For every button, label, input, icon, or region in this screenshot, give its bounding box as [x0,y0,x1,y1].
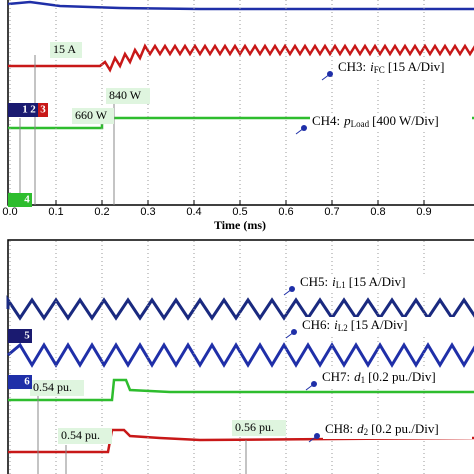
label-leader [308,435,318,443]
annotation: 15 A [53,42,76,56]
annotation-bg [30,380,84,396]
annotation: 840 W [109,88,142,102]
label-leader [295,127,305,135]
channel-name: CH7: [322,369,350,384]
channel-marker-label: 2 [30,104,36,116]
channel-marker-label: 3 [40,104,46,116]
annotation-bg [72,108,114,124]
trace-ch5 [6,295,474,321]
channel-scale: [0.2 pu./Div] [371,421,439,436]
channel-label: CH7: d1 [0.2 pu./Div] [322,369,436,385]
channel-scale: [15 A/Div] [388,59,445,74]
channel-scale: [400 W/Div] [372,113,439,128]
channel-symbol: i [370,59,374,74]
channel-marker-label: 5 [24,330,30,342]
channel-marker [8,329,32,343]
channel-label: CH8: d2 [0.2 pu./Div] [325,421,439,437]
channel-subscript: 1 [361,375,366,385]
channel-symbol: i [334,317,338,332]
annotation-bg [106,88,150,104]
trace-ch3 [8,43,474,73]
channel-marker [8,375,32,389]
x-tick-label: 0.0 [2,206,17,218]
channel-name: CH6: [302,317,330,332]
channel-scale: [0.2 pu./Div] [368,369,436,384]
channel-marker-label: 6 [24,376,30,388]
channel-subscript: L2 [338,323,348,333]
channel-name: CH3: [338,59,366,74]
top-frame [7,0,474,206]
channel-symbol: d [357,421,364,436]
label-bg [310,113,472,131]
channel-label: CH6: iL2 [15 A/Div] [302,317,408,333]
x-tick-label: 0.9 [416,206,431,218]
x-axis-label: Time (ms) [214,218,266,232]
annotation-bg [232,420,286,436]
channel-symbol: d [354,369,361,384]
label-leader [285,331,295,339]
x-tick-label: 0.2 [94,206,109,218]
channel-marker [38,103,48,117]
channel-subscript: Load [351,119,370,129]
channel-subscript: 2 [364,427,369,437]
channel-marker [28,103,38,117]
channel-name: CH5: [300,274,328,289]
channel-marker [8,193,32,207]
channel-label: CH5: iL1 [15 A/Div] [300,274,406,290]
trace-ch8 [8,428,474,454]
label-bg [300,317,472,335]
label-leader [305,383,315,391]
annotation: 660 W [75,108,108,122]
label-bg [320,369,472,387]
label-bg [336,59,472,77]
x-tick-label: 0.3 [140,206,155,218]
trace-ch1 [7,0,474,11]
channel-scale: [15 A/Div] [349,274,406,289]
channel-symbol: p [343,113,351,128]
x-tick-label: 0.8 [370,206,385,218]
trace-ch7 [8,378,474,402]
channel-scale: [15 A/Div] [351,317,408,332]
label-bg [298,274,472,292]
x-tick-label: 0.7 [324,206,339,218]
channel-label: CH3: iFC [15 A/Div] [338,59,445,75]
annotation-bg [50,42,82,58]
channel-name: CH8: [325,421,353,436]
annotation: 0.56 pu. [235,420,274,434]
bottom-frame [7,239,474,474]
channel-marker-label: 4 [24,194,30,206]
x-tick-label: 0.1 [48,206,63,218]
x-tick-label: 0.6 [278,206,293,218]
trace-ch6 [7,342,474,368]
channel-subscript: L1 [336,280,346,290]
channel-label: CH4: pLoad [400 W/Div] [312,113,439,129]
x-tick-label: 0.5 [232,206,247,218]
label-leader [283,288,293,296]
channel-name: CH4: [312,113,340,128]
annotation-bg [58,428,112,444]
channel-marker-label: 1 [22,104,28,116]
x-tick-label: 0.4 [186,206,201,218]
label-bg [323,421,472,439]
channel-marker [8,103,30,117]
channel-subscript: FC [374,65,385,75]
channel-symbol: i [332,274,336,289]
annotation: 0.54 pu. [61,428,100,442]
label-leader [321,73,331,81]
annotation: 0.54 pu. [33,380,72,394]
